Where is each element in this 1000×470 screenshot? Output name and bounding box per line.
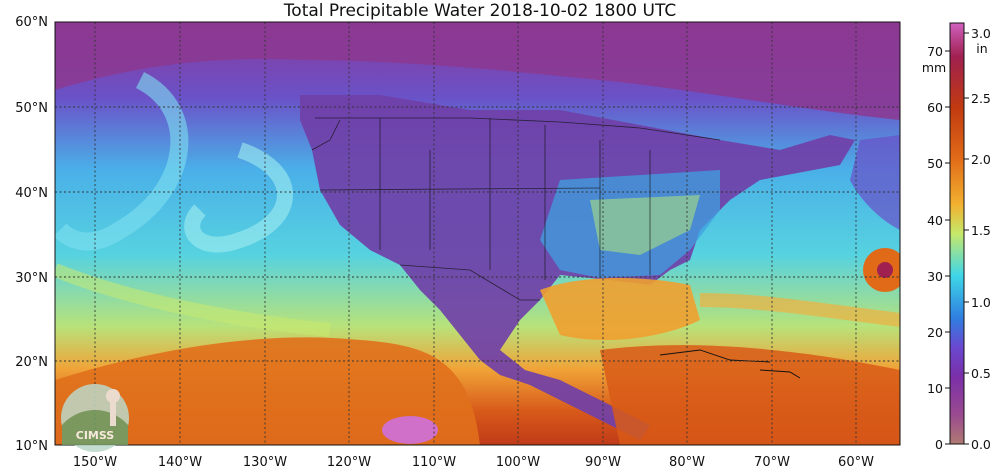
in-tick-1.0: 1.0 <box>971 295 991 310</box>
lon-label-70w: 70°W <box>754 455 790 470</box>
lon-label-130w: 130°W <box>243 455 287 470</box>
lat-label-10n: 10°N <box>15 439 48 454</box>
in-tick-3.0: 3.0 <box>971 26 991 41</box>
mm-tick-0: 0 <box>935 437 943 452</box>
mm-tick-50: 50 <box>927 156 943 171</box>
colorbar: 0 10 20 30 40 50 60 70 mm 0.0 0.5 1.0 1.… <box>922 22 991 452</box>
lon-label-80w: 80°W <box>669 455 705 470</box>
lat-label-60n: 60°N <box>15 15 48 30</box>
lat-label-20n: 20°N <box>15 355 48 370</box>
lat-label-40n: 40°N <box>15 186 48 201</box>
mm-tick-40: 40 <box>927 213 943 228</box>
mm-tick-10: 10 <box>927 381 943 396</box>
in-tick-0.5: 0.5 <box>971 366 991 381</box>
lon-label-140w: 140°W <box>158 455 202 470</box>
lon-label-90w: 90°W <box>585 455 621 470</box>
mm-tick-20: 20 <box>927 325 943 340</box>
cimss-logo: CIMSS <box>61 384 129 452</box>
svg-text:CIMSS: CIMSS <box>76 429 115 442</box>
mm-tick-30: 30 <box>927 269 943 284</box>
in-tick-0.0: 0.0 <box>971 437 991 452</box>
lon-label-60w: 60°W <box>838 455 874 470</box>
lon-label-100w: 100°W <box>496 455 540 470</box>
lon-label-150w: 150°W <box>73 455 117 470</box>
lat-label-30n: 30°N <box>15 271 48 286</box>
in-tick-2.5: 2.5 <box>971 91 991 106</box>
in-unit-label: in <box>976 41 987 56</box>
in-tick-1.5: 1.5 <box>971 223 991 238</box>
mm-tick-70: 70 <box>927 44 943 59</box>
lat-label-50n: 50°N <box>15 101 48 116</box>
lon-label-110w: 110°W <box>412 455 456 470</box>
map-title: Total Precipitable Water 2018-10-02 1800… <box>283 1 677 21</box>
map-plot-area <box>55 22 900 445</box>
mm-tick-60: 60 <box>927 100 943 115</box>
lon-label-120w: 120°W <box>327 455 371 470</box>
mm-unit-label: mm <box>922 60 946 75</box>
in-tick-2.0: 2.0 <box>971 152 991 167</box>
